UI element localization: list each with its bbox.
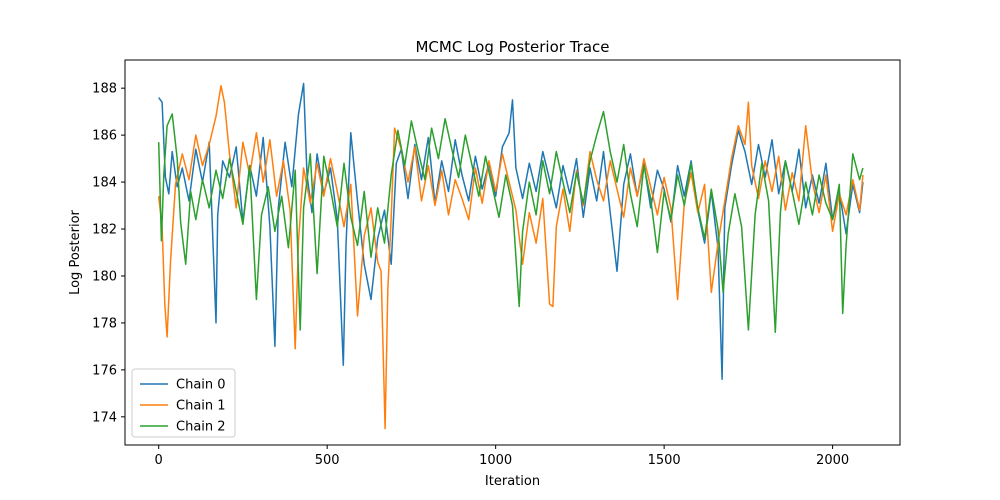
legend-label-chain-1: Chain 1 <box>176 399 226 414</box>
y-tick-label: 184 <box>92 176 117 191</box>
legend: Chain 0 Chain 1 Chain 2 <box>131 368 236 438</box>
x-tick-label: 2000 <box>816 453 849 468</box>
y-tick-label: 186 <box>92 129 117 144</box>
x-tick-label: 1000 <box>479 453 512 468</box>
x-tick-label: 0 <box>155 453 163 468</box>
series-line-chain-2 <box>157 110 864 334</box>
axes-frame <box>124 59 901 446</box>
y-axis-title: Log Posterior <box>68 209 83 294</box>
x-axis: 0 500 1000 1500 2000 <box>155 445 849 468</box>
x-tick-label: 1500 <box>648 453 681 468</box>
chart-title: MCMC Log Posterior Trace <box>415 38 609 56</box>
series-group <box>157 82 864 430</box>
series-line-chain-0 <box>158 82 864 381</box>
y-tick-label: 180 <box>92 269 117 284</box>
y-tick-label: 178 <box>92 316 117 331</box>
y-tick-label: 174 <box>92 410 117 425</box>
y-tick-label: 182 <box>92 223 117 238</box>
y-axis: 174 176 178 180 182 184 186 188 <box>92 82 125 425</box>
legend-label-chain-2: Chain 2 <box>176 420 226 435</box>
legend-label-chain-0: Chain 0 <box>176 378 226 393</box>
x-tick-label: 500 <box>315 453 340 468</box>
x-axis-title: Iteration <box>485 474 540 489</box>
y-tick-label: 188 <box>92 82 117 97</box>
y-tick-label: 176 <box>92 363 117 378</box>
legend-box <box>131 368 236 438</box>
series-line-chain-1 <box>157 85 864 430</box>
